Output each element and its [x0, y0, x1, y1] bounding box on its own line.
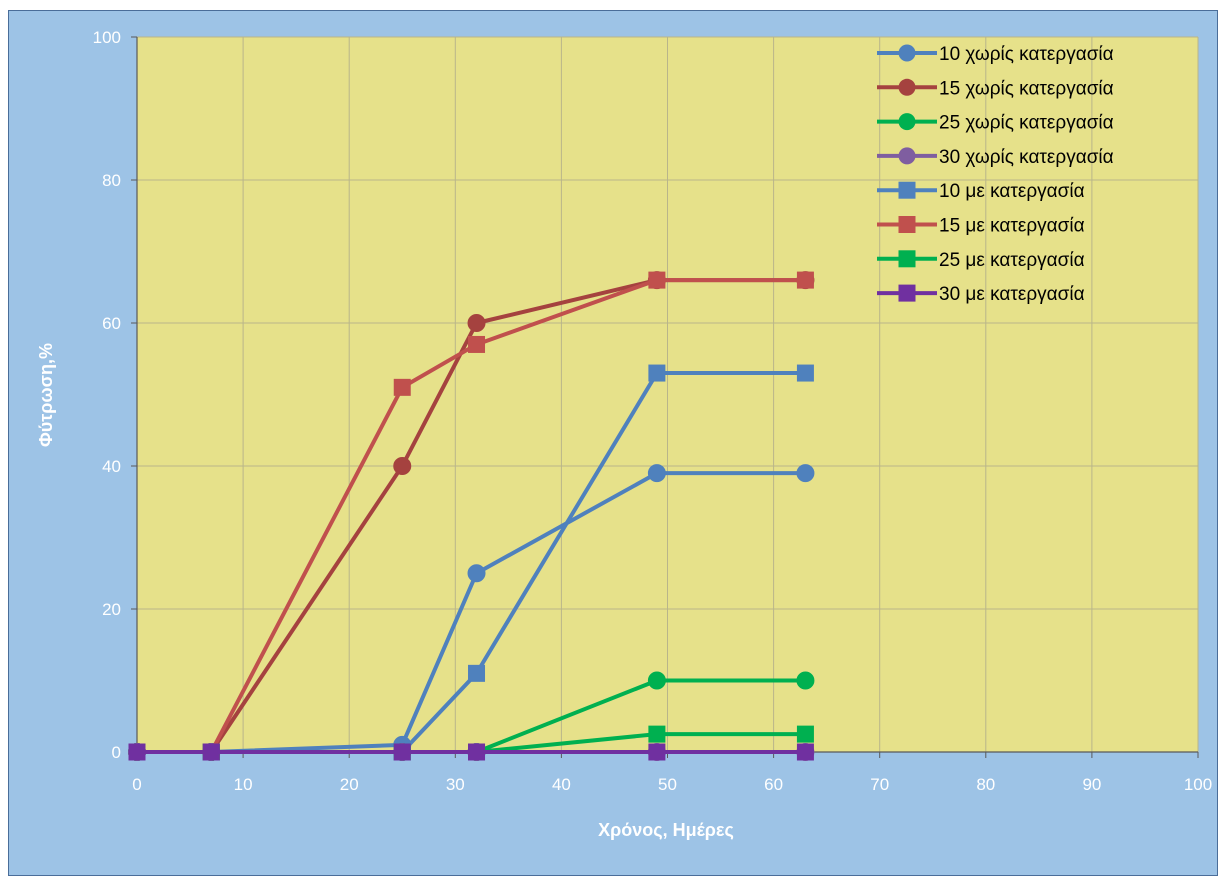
legend-item: 10 χωρίς κατεργασία: [877, 44, 1114, 65]
data-point: [468, 335, 486, 353]
x-tick-label: 70: [870, 775, 889, 794]
data-point: [796, 743, 814, 761]
legend-label: 25 χωρίς κατεργασία: [939, 113, 1114, 134]
legend-marker: [898, 78, 916, 96]
legend-item: 25 με κατεργασία: [877, 250, 1085, 271]
legend-marker: [898, 284, 916, 302]
x-tick-label: 30: [446, 775, 465, 794]
data-point: [648, 364, 666, 382]
legend-item: 15 με κατεργασία: [877, 216, 1085, 237]
x-tick-label: 20: [340, 775, 359, 794]
data-point: [647, 464, 666, 483]
x-tick-label: 40: [552, 775, 571, 794]
x-tick-label: 100: [1184, 775, 1212, 794]
data-point: [796, 464, 815, 483]
x-axis-title: Χρόνος, Ημέρες: [598, 820, 734, 840]
y-tick-label: 60: [102, 314, 121, 333]
legend-item: 15 χωρίς κατεργασία: [877, 78, 1114, 99]
legend-item: 10 με κατεργασία: [877, 181, 1085, 202]
legend-marker: [898, 250, 916, 268]
y-tick-label: 80: [102, 171, 121, 190]
y-tick-label: 40: [102, 457, 121, 476]
data-point: [202, 743, 220, 761]
legend-marker: [898, 113, 916, 131]
y-axis-title: Φύτρωση,%: [36, 343, 56, 447]
legend-label: 25 με κατεργασία: [939, 250, 1085, 271]
legend-item: 25 χωρίς κατεργασία: [877, 113, 1114, 134]
legend-label: 15 με κατεργασία: [939, 216, 1085, 237]
legend-label: 10 χωρίς κατεργασία: [939, 44, 1114, 65]
data-point: [128, 743, 146, 761]
x-tick-label: 50: [658, 775, 677, 794]
data-point: [796, 725, 814, 743]
legend-item: 30 χωρίς κατεργασία: [877, 147, 1114, 168]
x-tick-label: 0: [132, 775, 141, 794]
tick-labels: 0 10 20 30 40 50 60 70 80 90 100 0 20 40 60 80 100: [93, 28, 1213, 794]
legend-label: 10 με κατεργασία: [939, 181, 1085, 202]
y-tick-label: 100: [93, 28, 121, 47]
y-tick-label: 0: [112, 743, 121, 762]
legend-marker: [898, 216, 916, 233]
legend-label: 15 χωρίς κατεργασία: [939, 78, 1114, 99]
data-point: [648, 271, 666, 289]
data-point: [468, 743, 486, 761]
data-point: [393, 457, 412, 475]
x-tick-label: 80: [976, 775, 995, 794]
legend: 10 χωρίς κατεργασία 15 χωρίς κατεργασία 25…: [877, 44, 1114, 305]
legend-label: 30 με κατεργασία: [939, 284, 1085, 305]
data-point: [468, 664, 486, 682]
data-point: [648, 725, 666, 743]
series-8: [128, 743, 814, 761]
x-tick-label: 10: [234, 775, 253, 794]
data-point: [393, 743, 411, 761]
data-point: [648, 743, 666, 761]
legend-marker: [898, 147, 916, 165]
data-point: [647, 671, 666, 690]
data-point: [393, 378, 411, 396]
data-point: [467, 314, 486, 332]
x-tick-label: 90: [1082, 775, 1101, 794]
data-point: [467, 564, 486, 583]
data-point: [796, 671, 815, 690]
y-tick-label: 20: [102, 600, 121, 619]
legend-marker: [898, 44, 916, 62]
legend-item: 30 με κατεργασία: [877, 284, 1085, 305]
legend-label: 30 χωρίς κατεργασία: [939, 147, 1114, 168]
series-group: [128, 271, 815, 761]
x-tick-label: 60: [764, 775, 783, 794]
legend-marker: [898, 181, 916, 199]
data-point: [796, 271, 814, 289]
data-point: [796, 364, 814, 382]
